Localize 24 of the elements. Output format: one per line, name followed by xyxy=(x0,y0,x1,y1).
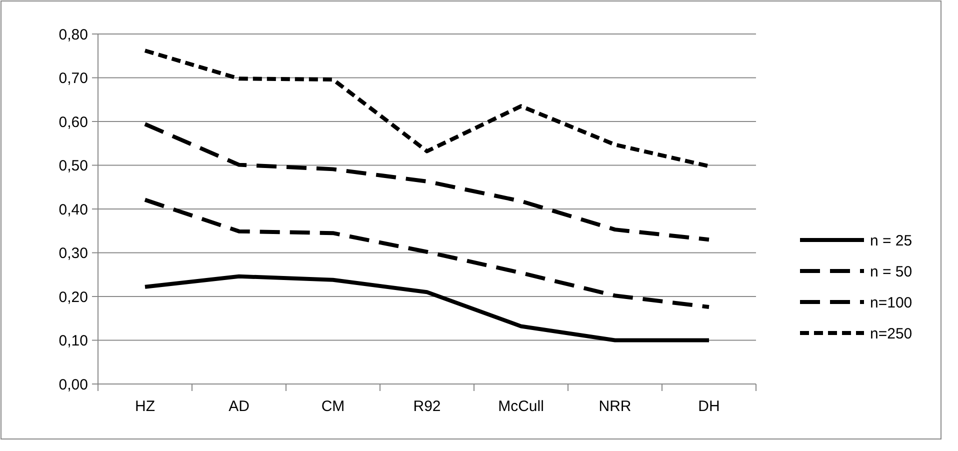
y-tick-label: 0,50 xyxy=(58,158,88,174)
line-series xyxy=(143,48,711,168)
x-tick-label: HZ xyxy=(135,398,155,415)
y-tick-label: 0,00 xyxy=(58,376,88,394)
x-tick-label: AD xyxy=(228,398,250,415)
x-tick-label: DH xyxy=(698,398,720,415)
legend-label: n = 25 xyxy=(870,232,912,250)
y-tick-label: 0,70 xyxy=(58,70,88,87)
y-tick-label: 0,10 xyxy=(58,332,88,350)
y-tick-label: 0,40 xyxy=(58,201,88,218)
x-tick-label: McCull xyxy=(498,398,544,415)
y-tick-label: 0,30 xyxy=(58,245,88,262)
x-tick-label: R92 xyxy=(413,398,441,415)
legend-label: n = 50 xyxy=(870,263,912,280)
legend-label: n=100 xyxy=(870,294,912,312)
y-tick-label: 0,20 xyxy=(58,288,88,306)
y-tick-label: 0,60 xyxy=(58,114,88,131)
line-series xyxy=(143,198,711,309)
line-series xyxy=(143,274,711,342)
legend-label: n=250 xyxy=(870,325,912,342)
x-tick-label: CM xyxy=(321,398,345,415)
line-series xyxy=(143,122,711,242)
x-tick-label: NRR xyxy=(598,398,632,415)
y-tick-label: 0,80 xyxy=(58,26,88,44)
